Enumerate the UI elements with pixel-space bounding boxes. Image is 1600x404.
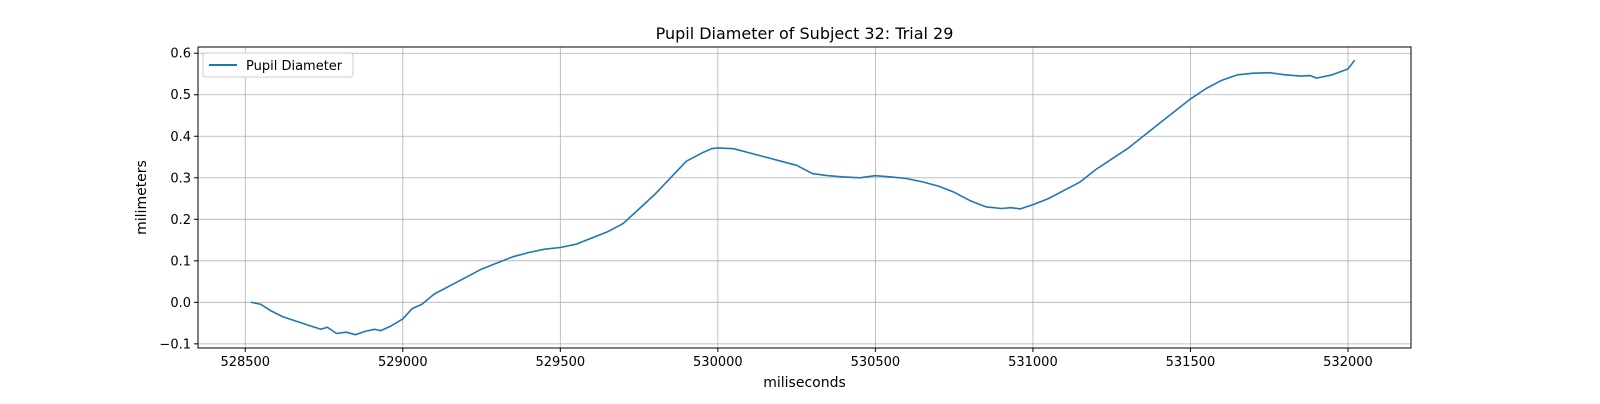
x-tick-label: 529000 (378, 355, 428, 370)
x-tick-label: 528500 (220, 355, 270, 370)
y-axis-label: milimeters (134, 160, 150, 235)
x-tick-label: 532000 (1323, 355, 1373, 370)
x-tick-label: 530000 (693, 355, 743, 370)
y-tick-label: 0.1 (170, 254, 191, 269)
x-tick-label: 529500 (536, 355, 586, 370)
x-axis-label: miliseconds (763, 375, 846, 391)
series-line-pupil-diameter (250, 59, 1356, 336)
legend: Pupil Diameter (202, 52, 354, 78)
y-tick-label: 0.3 (170, 171, 191, 186)
series-layer (250, 59, 1356, 336)
ticks: 528500 529000 529500 530000 530500 531000 5315… (159, 47, 1372, 370)
y-tick-label: 0.0 (170, 296, 191, 311)
y-tick-label: 0.4 (170, 130, 191, 145)
y-tick-label: −0.1 (159, 337, 191, 352)
x-tick-label: 530500 (851, 355, 901, 370)
x-tick-label: 531500 (1166, 355, 1216, 370)
chart-title: Pupil Diameter of Subject 32: Trial 29 (656, 24, 954, 43)
x-tick-label: 531000 (1008, 355, 1058, 370)
y-tick-label: 0.6 (170, 47, 191, 62)
grid (198, 47, 1411, 348)
y-tick-label: 0.5 (170, 88, 191, 103)
legend-box (202, 52, 354, 78)
legend-label-pupil-diameter: Pupil Diameter (246, 59, 343, 74)
plot-frame (197, 46, 1412, 349)
y-tick-label: 0.2 (170, 213, 191, 228)
